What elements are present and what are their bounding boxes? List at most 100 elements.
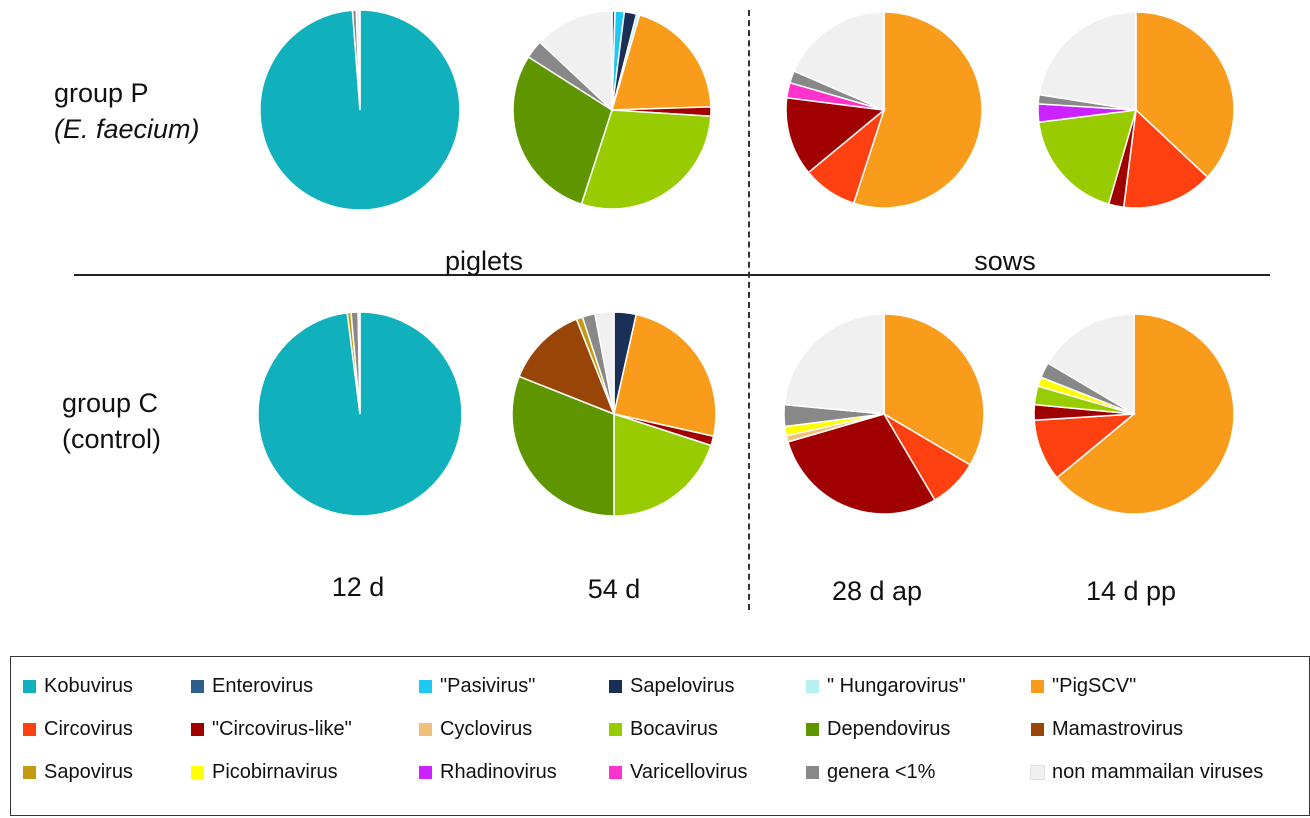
pie-slice-non-mammailan-viruses bbox=[1038, 11, 1137, 111]
vertical-divider bbox=[748, 10, 750, 610]
pie-slice-bocavirus bbox=[1037, 109, 1138, 206]
pie-c-12-d bbox=[257, 311, 463, 517]
legend-label: Cyclovirus bbox=[440, 718, 533, 740]
legend-item-picobirnavirus: Picobirnavirus bbox=[191, 761, 338, 784]
legend-swatch bbox=[806, 680, 819, 693]
horizontal-divider bbox=[74, 274, 1270, 276]
legend-swatch bbox=[609, 766, 622, 779]
legend-swatch bbox=[191, 680, 204, 693]
legend-swatch bbox=[1031, 680, 1044, 693]
legend-label: Rhadinovirus bbox=[440, 761, 557, 783]
legend-label: Enterovirus bbox=[212, 675, 314, 697]
pie-slice-pigscv bbox=[610, 14, 712, 111]
legend-label: "Circovirus-like" bbox=[212, 718, 352, 740]
pie-slice-non-mammailan-viruses bbox=[355, 9, 361, 111]
legend-label: non mammailan viruses bbox=[1052, 761, 1264, 783]
legend-swatch bbox=[419, 723, 432, 736]
group-p-sublabel: (E. faecium) bbox=[54, 114, 200, 144]
pie-p-12-d bbox=[259, 9, 461, 211]
legend-swatch bbox=[419, 680, 432, 693]
pie-slice-non-mammailan-viruses bbox=[538, 10, 613, 112]
legend-swatch bbox=[806, 723, 819, 736]
legend-label: Mamastrovirus bbox=[1052, 718, 1184, 740]
legend-label: Dependovirus bbox=[827, 718, 951, 740]
legend-swatch bbox=[609, 680, 622, 693]
group-p-label: group P bbox=[54, 78, 149, 108]
legend-label: " Hungarovirus" bbox=[827, 675, 966, 697]
legend-item-genera-1: genera <1% bbox=[806, 761, 935, 784]
sows-label: sows bbox=[974, 246, 1036, 276]
group-c-sublabel: (control) bbox=[62, 424, 162, 454]
pie-slice-dependovirus bbox=[512, 55, 613, 206]
column-label-54d: 54 d bbox=[587, 574, 641, 604]
legend-item-sapovirus: Sapovirus bbox=[23, 761, 133, 784]
legend-label: Sapelovirus bbox=[630, 675, 735, 697]
legend-swatch bbox=[1030, 765, 1045, 780]
pie-c-54-d bbox=[511, 311, 717, 517]
pie-slice-pigscv bbox=[852, 11, 983, 209]
legend-label: Varicellovirus bbox=[630, 761, 748, 783]
legend-swatch bbox=[609, 723, 622, 736]
legend-item-circovirus-like: "Circovirus-like" bbox=[191, 718, 352, 741]
legend-item-bocavirus: Bocavirus bbox=[609, 718, 718, 741]
pie-c-28-d-ap bbox=[783, 313, 985, 515]
pie-slice-pigscv bbox=[1055, 313, 1235, 515]
column-label-28dap: 28 d ap bbox=[831, 576, 923, 606]
piglets-label: piglets bbox=[444, 246, 524, 276]
legend-item-varicellovirus: Varicellovirus bbox=[609, 761, 747, 784]
legend-item-mamastrovirus: Mamastrovirus bbox=[1031, 718, 1183, 741]
pie-slice-non-mammailan-viruses bbox=[594, 311, 615, 415]
legend-swatch bbox=[23, 723, 36, 736]
legend-swatch bbox=[1031, 723, 1044, 736]
column-label-14dpp: 14 d pp bbox=[1085, 576, 1177, 606]
pie-slice-mamastrovirus bbox=[518, 318, 616, 416]
legend-item-non-mammailan-viruses: non mammailan viruses bbox=[1030, 761, 1264, 784]
legend-item-sapelovirus: Sapelovirus bbox=[609, 675, 735, 698]
legend-swatch bbox=[23, 680, 36, 693]
pie-p-54-d bbox=[512, 10, 712, 210]
group-c-label: group C bbox=[62, 388, 159, 418]
legend-label: Circovirus bbox=[44, 718, 133, 740]
legend: Kobuvirus Enterovirus "Pasivirus" Sapelovir… bbox=[10, 656, 1310, 816]
pie-slice-non-mammailan-viruses bbox=[793, 11, 885, 112]
legend-label: Picobirnavirus bbox=[212, 761, 338, 783]
legend-label: genera <1% bbox=[827, 761, 936, 783]
legend-item-hungarovirus: " Hungarovirus" bbox=[806, 675, 966, 698]
pie-p-14-d-pp bbox=[1037, 11, 1235, 209]
legend-swatch bbox=[191, 723, 204, 736]
column-label-12d: 12 d bbox=[331, 572, 385, 602]
pie-slice-non-mammailan-viruses bbox=[1046, 313, 1135, 416]
pie-slice-non-mammailan-viruses bbox=[357, 311, 361, 415]
pie-slice-circovirus-like bbox=[785, 96, 886, 174]
legend-swatch bbox=[419, 766, 432, 779]
pie-slice-pigscv bbox=[1135, 11, 1235, 179]
legend-item-rhadinovirus: Rhadinovirus bbox=[419, 761, 557, 784]
pie-slice-bocavirus bbox=[580, 109, 712, 210]
pie-c-14-d-pp bbox=[1033, 313, 1235, 515]
legend-label: Bocavirus bbox=[630, 718, 718, 740]
legend-item-pigscv: "PigSCV" bbox=[1031, 675, 1136, 698]
pie-slice-non-mammailan-viruses bbox=[783, 313, 885, 415]
legend-swatch bbox=[23, 766, 36, 779]
legend-label: "PigSCV" bbox=[1052, 675, 1137, 697]
legend-item-pasivirus: "Pasivirus" bbox=[419, 675, 535, 698]
pie-slice-circovirus bbox=[1122, 108, 1209, 209]
legend-item-dependovirus: Dependovirus bbox=[806, 718, 950, 741]
legend-label: "Pasivirus" bbox=[440, 675, 536, 697]
pie-p-28-d-ap bbox=[785, 11, 983, 209]
legend-item-cyclovirus: Cyclovirus bbox=[419, 718, 532, 741]
legend-item-kobuvirus: Kobuvirus bbox=[23, 675, 133, 698]
legend-item-circovirus: Circovirus bbox=[23, 718, 133, 741]
legend-label: Sapovirus bbox=[44, 761, 133, 783]
legend-item-enterovirus: Enterovirus bbox=[191, 675, 313, 698]
legend-label: Kobuvirus bbox=[44, 675, 133, 697]
pie-slice-circovirus-like bbox=[787, 413, 936, 515]
legend-swatch bbox=[806, 766, 819, 779]
legend-swatch bbox=[191, 766, 204, 779]
pie-slice-bocavirus bbox=[613, 412, 712, 517]
pie-slice-dependovirus bbox=[511, 375, 615, 517]
pie-slice-pigscv bbox=[883, 313, 985, 466]
pie-slice-pigscv bbox=[613, 313, 717, 438]
